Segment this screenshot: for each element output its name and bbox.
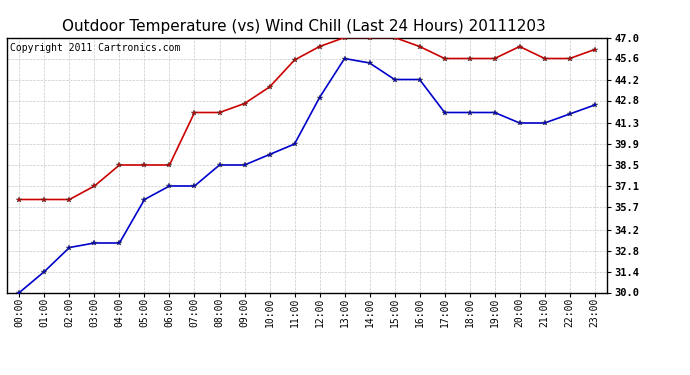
Text: Outdoor Temperature (vs) Wind Chill (Last 24 Hours) 20111203: Outdoor Temperature (vs) Wind Chill (Las…	[61, 19, 546, 34]
Text: Copyright 2011 Cartronics.com: Copyright 2011 Cartronics.com	[10, 43, 180, 52]
